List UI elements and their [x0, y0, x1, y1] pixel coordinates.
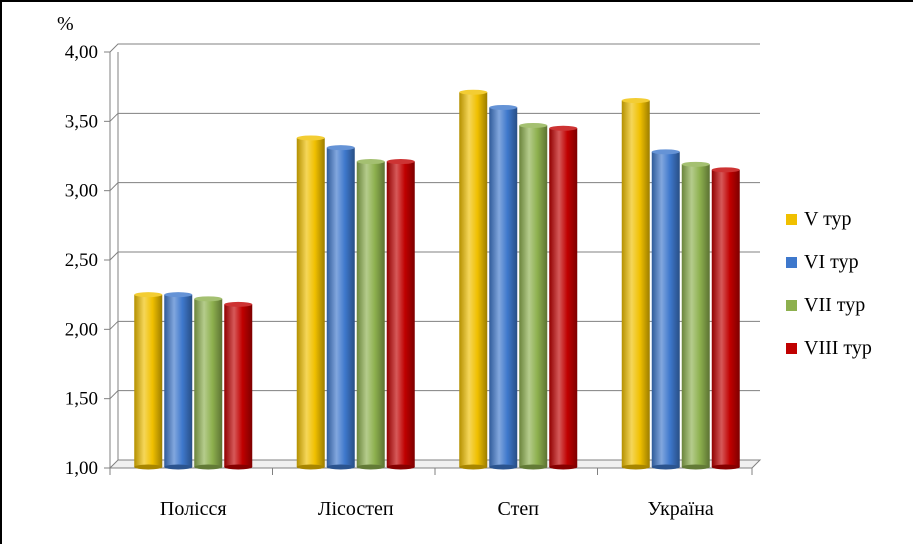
- bar-4-2: [386, 159, 415, 470]
- bar-1-1: [134, 292, 163, 470]
- bar-2-2: [326, 145, 355, 470]
- bar-2-4: [651, 149, 680, 470]
- x-category-label: Лісостеп: [318, 498, 394, 520]
- y-tick-label: 1,50: [65, 389, 98, 410]
- y-tick-label: 3,00: [65, 181, 98, 202]
- x-category-label: Степ: [498, 498, 540, 520]
- y-tick-label: 3,50: [65, 111, 98, 132]
- bar-1-2: [296, 135, 325, 470]
- legend-swatch: [786, 214, 797, 225]
- bar-3-4: [681, 161, 710, 470]
- bars: [134, 89, 740, 470]
- legend-item: VI тур: [786, 241, 872, 284]
- y-tick-label: 1,00: [65, 458, 98, 479]
- bar-4-1: [224, 301, 253, 470]
- gridline: [109, 112, 760, 122]
- legend-swatch: [786, 343, 797, 354]
- legend-item: VII тур: [786, 284, 872, 327]
- x-category-label: Полісся: [160, 498, 227, 520]
- bar-2-3: [489, 104, 518, 470]
- bar-2-1: [164, 292, 193, 470]
- legend-label: VI тур: [804, 251, 859, 273]
- legend-item: VIII тур: [786, 327, 872, 370]
- legend-label: VIII тур: [804, 337, 872, 359]
- bar-4-4: [711, 167, 740, 470]
- bar-1-3: [459, 89, 488, 470]
- labels: 1,00 1,50 2,00 2,50 3,00 3,50 4,00% Полісся Лісо…: [57, 13, 714, 520]
- legend-item: V тур: [786, 198, 872, 241]
- legend-label: VII тур: [804, 294, 866, 316]
- y-tick-label: 2,00: [65, 319, 98, 340]
- y-tick-label: 4,00: [65, 42, 98, 63]
- y-tick-label: 2,50: [65, 250, 98, 271]
- legend-swatch: [786, 257, 797, 268]
- gridline: [109, 43, 760, 53]
- bar-3-3: [519, 122, 548, 470]
- x-category-label: Україна: [648, 498, 714, 520]
- bar-3-1: [194, 296, 223, 470]
- legend-swatch: [786, 300, 797, 311]
- legend-label: V тур: [804, 208, 852, 230]
- bar-1-4: [621, 98, 650, 470]
- y-axis-unit-label: %: [57, 13, 74, 35]
- bar-4-3: [549, 125, 578, 470]
- bar-3-2: [356, 159, 385, 470]
- legend: V тур VI тур VII тур VIII тур: [786, 198, 872, 370]
